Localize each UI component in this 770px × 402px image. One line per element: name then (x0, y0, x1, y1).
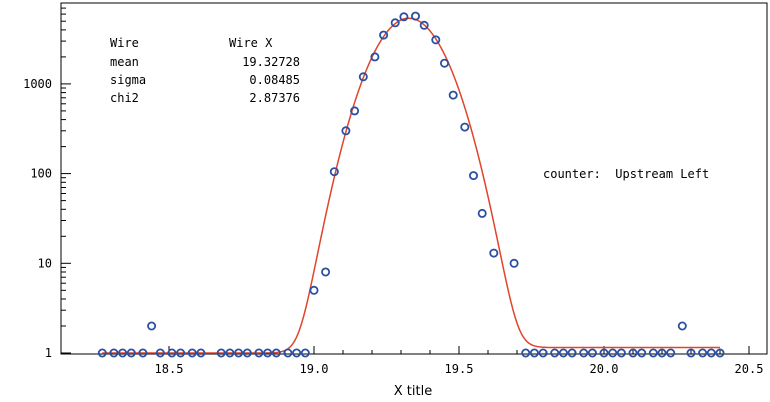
data-point (608, 348, 618, 358)
data-point (616, 348, 626, 358)
axis-ticks: 18.5 19.0 19.5 20.0 20.5 1 10 100 1000 (23, 7, 764, 376)
data-point (358, 72, 368, 82)
x-tick-label: 20.0 (590, 362, 619, 376)
data-point (167, 348, 177, 358)
y-tick-label: 100 (30, 167, 52, 181)
data-point (216, 348, 226, 358)
stats-label-chi2: chi2 (110, 91, 139, 105)
plot-frame (60, 2, 768, 355)
stats-title-left: Wire (110, 36, 139, 50)
data-point (538, 348, 548, 358)
x-tick-label: 20.5 (735, 362, 764, 376)
y-tick-label: 1 (45, 346, 52, 360)
data-point (292, 348, 302, 358)
data-point (431, 35, 441, 45)
data-point (390, 18, 400, 28)
data-point (147, 321, 157, 331)
data-point (419, 20, 429, 30)
data-point (254, 348, 264, 358)
data-point (599, 348, 609, 358)
data-point (97, 348, 107, 358)
data-point (176, 348, 186, 358)
data-point (460, 122, 470, 132)
data-point (155, 348, 165, 358)
x-tick-label: 18.5 (155, 362, 184, 376)
counter-annotation: counter: Upstream Left (543, 167, 709, 181)
data-point (677, 321, 687, 331)
data-point (370, 52, 380, 62)
data-point (321, 267, 331, 277)
data-point (628, 348, 638, 358)
data-point (550, 348, 560, 358)
data-point (698, 348, 708, 358)
data-point (637, 348, 647, 358)
data-point (509, 258, 519, 268)
x-tick-label: 19.5 (445, 362, 474, 376)
stats-value-sigma: 0.08485 (249, 73, 300, 87)
data-point (341, 126, 351, 136)
data-point (521, 348, 531, 358)
data-point (529, 348, 539, 358)
data-point (448, 90, 458, 100)
data-point (196, 348, 206, 358)
data-point (225, 348, 235, 358)
data-point (379, 30, 389, 40)
data-point (350, 106, 360, 116)
data-point (138, 348, 148, 358)
stats-value-chi2: 2.87376 (249, 91, 300, 105)
data-point (587, 348, 597, 358)
stats-box: Wire Wire X mean 19.32728 sigma 0.08485 … (110, 36, 300, 105)
stats-label-sigma: sigma (110, 73, 146, 87)
data-point (666, 348, 676, 358)
data-point (187, 348, 197, 358)
x-tick-label: 19.0 (300, 362, 329, 376)
data-point (706, 348, 716, 358)
stats-label-mean: mean (110, 55, 139, 69)
data-point (329, 167, 339, 177)
data-point (558, 348, 568, 358)
data-point (126, 348, 136, 358)
data-point (118, 348, 128, 358)
data-point (234, 348, 244, 358)
data-points-layer (97, 11, 725, 358)
data-point (489, 248, 499, 258)
data-point (309, 285, 319, 295)
stats-title-right: Wire X (229, 36, 273, 50)
data-point (300, 348, 310, 358)
data-point (477, 208, 487, 218)
data-point (271, 348, 281, 358)
fit-curve (102, 17, 720, 354)
data-point (648, 348, 658, 358)
stats-value-mean: 19.32728 (242, 55, 300, 69)
data-point (242, 348, 252, 358)
fit-curve-layer (102, 17, 720, 354)
data-point (399, 12, 409, 22)
data-point (263, 348, 273, 358)
data-point (283, 348, 293, 358)
y-tick-label: 1000 (23, 77, 52, 91)
data-point (657, 348, 667, 358)
data-point (579, 348, 589, 358)
data-point (439, 58, 449, 68)
data-point (686, 348, 696, 358)
data-point (410, 11, 420, 21)
data-point (468, 171, 478, 181)
y-tick-label: 10 (38, 256, 52, 270)
data-point (567, 348, 577, 358)
data-point (109, 348, 119, 358)
x-axis-title: X title (394, 384, 432, 399)
data-point (715, 348, 725, 358)
